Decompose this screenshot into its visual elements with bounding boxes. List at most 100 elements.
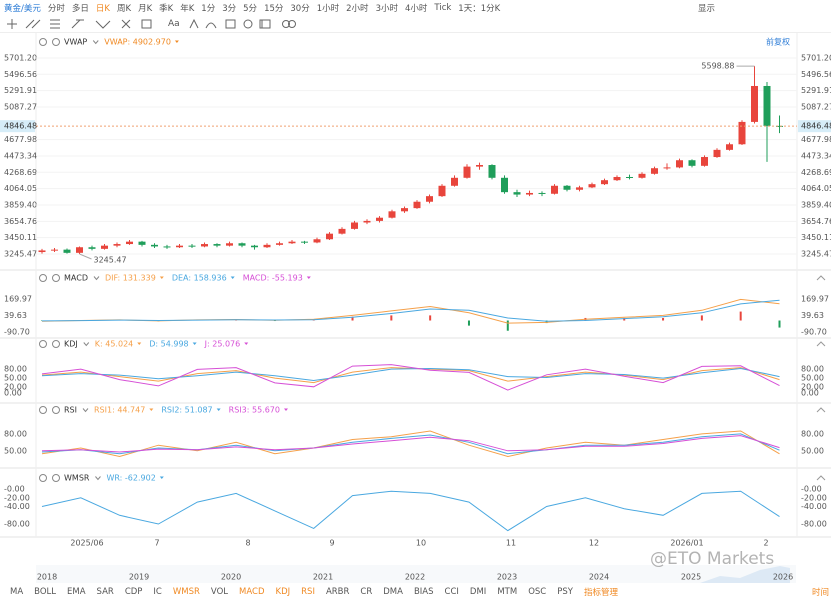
candle-body bbox=[51, 249, 58, 251]
settings-icon[interactable] bbox=[39, 274, 47, 282]
period-button[interactable]: 5分 bbox=[243, 4, 258, 14]
indicator-tab[interactable]: DMI bbox=[469, 586, 487, 597]
indicator-tab[interactable]: RSI bbox=[301, 586, 315, 597]
indicator-tab[interactable]: MTM bbox=[497, 586, 518, 597]
x-tick-label: 9 bbox=[329, 539, 334, 548]
indicator-tab[interactable]: MACD bbox=[239, 586, 265, 597]
candle-body bbox=[526, 192, 533, 195]
settings-icon[interactable] bbox=[39, 474, 47, 482]
period-button[interactable]: 4小时 bbox=[404, 4, 428, 14]
close-icon[interactable] bbox=[52, 274, 60, 282]
dropdown-arrow bbox=[159, 276, 164, 279]
candle-body bbox=[638, 173, 646, 178]
display-menu[interactable]: 显示 bbox=[698, 4, 716, 14]
macd-bar bbox=[545, 320, 548, 324]
period-button[interactable]: 1小时 bbox=[316, 4, 340, 14]
indicator-tab[interactable]: WMSR bbox=[172, 586, 200, 597]
lock-icon[interactable] bbox=[225, 19, 236, 29]
y-tick-label: 50.00 bbox=[801, 374, 824, 383]
period-button[interactable]: 多日 bbox=[71, 4, 89, 14]
y-tick-label: 4677.98 bbox=[4, 135, 37, 144]
hide-icon[interactable] bbox=[243, 19, 253, 29]
time-tab[interactable]: 时间 bbox=[812, 587, 830, 597]
macd-bar bbox=[662, 317, 665, 321]
candle-body bbox=[563, 185, 571, 190]
y-tick-label: -40.00 bbox=[4, 502, 30, 511]
period-button[interactable]: 1天：1分K bbox=[458, 4, 501, 14]
candle-body bbox=[213, 244, 221, 246]
indicator-tab[interactable]: DMA bbox=[383, 586, 403, 597]
period-button[interactable]: 分时 bbox=[47, 4, 65, 14]
indicator-tab[interactable]: CR bbox=[360, 586, 373, 597]
rect-icon[interactable] bbox=[141, 19, 152, 29]
y-tick-label: 4064.05 bbox=[4, 184, 37, 193]
pattern-icon[interactable] bbox=[95, 20, 111, 29]
curve-icon[interactable] bbox=[189, 18, 199, 29]
settings-icon[interactable] bbox=[39, 38, 47, 46]
indicator-tab[interactable]: VOL bbox=[210, 586, 229, 597]
crosshair-icon[interactable] bbox=[7, 19, 17, 29]
period-button[interactable]: 季K bbox=[159, 4, 174, 14]
indicator-line bbox=[41, 490, 780, 532]
indicator-tab[interactable]: IC bbox=[153, 586, 162, 597]
indicator-tab[interactable]: CCI bbox=[444, 586, 459, 597]
candle-body bbox=[63, 249, 71, 253]
indicator-tab[interactable]: 指标管理 bbox=[583, 587, 618, 597]
collapse-icon[interactable] bbox=[816, 341, 826, 347]
period-button[interactable]: 日K bbox=[95, 4, 110, 14]
indicator-tab[interactable]: BOLL bbox=[34, 586, 56, 597]
collapse-icon[interactable] bbox=[816, 275, 826, 281]
period-button[interactable]: 年K bbox=[180, 4, 195, 14]
dropdown-arrow bbox=[159, 476, 164, 479]
indicator-tab[interactable]: PSY bbox=[557, 586, 573, 597]
price-adjust[interactable]: 前复权 bbox=[766, 37, 790, 47]
indicator-tab[interactable]: EMA bbox=[67, 586, 86, 597]
indicator-tab[interactable]: ARBR bbox=[325, 586, 350, 597]
period-button[interactable]: 15分 bbox=[264, 4, 284, 14]
collapse-icon[interactable] bbox=[816, 475, 826, 481]
tool-icons-2 bbox=[189, 18, 296, 29]
link-icon[interactable] bbox=[288, 20, 296, 28]
candle-body bbox=[713, 149, 721, 158]
period-button[interactable]: 30分 bbox=[290, 4, 310, 14]
symbol[interactable]: 黄金/美元 bbox=[4, 4, 41, 14]
close-icon[interactable] bbox=[52, 474, 60, 482]
ray-icon[interactable] bbox=[71, 19, 84, 29]
indicator-tab[interactable]: BIAS bbox=[413, 586, 434, 597]
channel-icon[interactable] bbox=[50, 19, 60, 29]
macd-bar bbox=[467, 320, 470, 326]
period-button[interactable]: 3分 bbox=[222, 4, 237, 14]
arc-icon[interactable] bbox=[205, 22, 217, 29]
period-button[interactable]: 3小时 bbox=[375, 4, 398, 14]
line-tool-icon[interactable] bbox=[25, 19, 41, 29]
fib-icon[interactable] bbox=[121, 19, 131, 29]
indicator-tab[interactable]: SAR bbox=[96, 586, 114, 597]
close-icon[interactable] bbox=[52, 38, 60, 46]
text-tool[interactable]: Aa bbox=[168, 19, 180, 29]
period-button[interactable]: 1分 bbox=[201, 4, 216, 14]
period-button[interactable]: Tick bbox=[434, 3, 452, 13]
link-icon[interactable] bbox=[282, 20, 290, 28]
timeline-label: 2018 bbox=[37, 573, 57, 582]
indicator-tab[interactable]: OSC bbox=[528, 586, 547, 597]
period-button[interactable]: 2小时 bbox=[346, 4, 369, 14]
y-tick-label: -20.00 bbox=[4, 493, 30, 502]
period-button[interactable]: 月K bbox=[138, 4, 153, 14]
close-icon[interactable] bbox=[52, 340, 60, 348]
y-tick-label: 0.00 bbox=[801, 389, 819, 398]
indicator-tab[interactable]: KDJ bbox=[275, 586, 291, 597]
candle-body bbox=[376, 217, 383, 221]
settings-icon[interactable] bbox=[39, 406, 47, 414]
period-button[interactable]: 周K bbox=[116, 4, 132, 14]
delete-icon[interactable] bbox=[259, 19, 271, 29]
timeline-label: 2026 bbox=[773, 573, 793, 582]
candle-body bbox=[576, 187, 583, 190]
settings-icon[interactable] bbox=[39, 340, 47, 348]
collapse-icon[interactable] bbox=[816, 407, 826, 413]
y-tick-label: 5496.56 bbox=[4, 70, 37, 79]
close-icon[interactable] bbox=[52, 406, 60, 414]
y-tick-label: 169.97 bbox=[4, 294, 32, 303]
indicator-tab[interactable]: CDP bbox=[124, 586, 143, 597]
indicator-tab[interactable]: MA bbox=[10, 586, 24, 597]
candle-body bbox=[276, 243, 283, 245]
